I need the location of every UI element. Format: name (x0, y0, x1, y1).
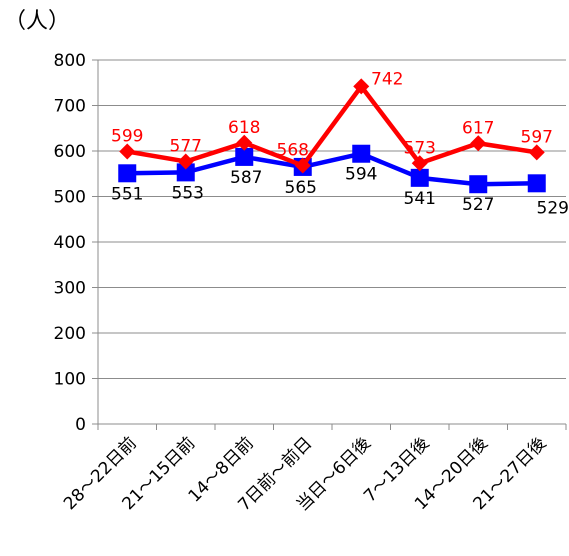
data-label: 587 (230, 168, 262, 188)
data-label: 529 (537, 198, 569, 218)
y-tick-label: 0 (75, 415, 86, 435)
data-label: 599 (111, 126, 143, 146)
y-axis-ticks: 0 100 200 300 400 500 600 700 800 (54, 51, 86, 435)
data-point-diamond (353, 78, 370, 95)
y-axis-unit-label: （人） (4, 9, 70, 34)
data-point-square (176, 163, 195, 182)
x-axis-ticks: 28～22日前21～15日前14～8日前7日前～前日当日～6日後7～13日後14… (60, 433, 550, 515)
data-label: 565 (285, 178, 317, 198)
y-tick-label: 600 (54, 142, 86, 162)
data-point-square (410, 168, 429, 187)
y-tick-label: 300 (54, 279, 86, 299)
data-label: 577 (170, 136, 202, 156)
axes (92, 59, 567, 430)
data-point-diamond (294, 157, 311, 174)
data-point-square (352, 144, 371, 163)
data-label: 553 (172, 183, 204, 203)
y-tick-label: 200 (54, 324, 86, 344)
y-tick-label: 700 (54, 97, 86, 117)
data-label: 551 (111, 184, 143, 204)
data-point-diamond (177, 153, 194, 170)
data-point-square (527, 174, 546, 193)
data-label: 594 (345, 165, 377, 185)
data-point-diamond (236, 134, 253, 151)
y-tick-label: 100 (54, 370, 86, 390)
y-tick-label: 400 (54, 233, 86, 253)
gridlines (98, 59, 566, 379)
data-label: 618 (228, 118, 260, 138)
data-label: 617 (462, 118, 494, 138)
data-label: 573 (404, 138, 436, 158)
data-point-diamond (528, 144, 545, 161)
data-point-square (469, 175, 488, 194)
data-label: 527 (462, 195, 494, 215)
data-label: 742 (371, 69, 403, 89)
data-point-diamond (119, 143, 136, 160)
data-label: 541 (404, 189, 436, 209)
data-label: 597 (521, 127, 553, 147)
data-point-square (118, 164, 137, 183)
data-point-diamond (411, 155, 428, 172)
y-tick-label: 800 (54, 51, 86, 71)
series-line-1 (127, 151, 537, 187)
data-point-square (235, 147, 254, 166)
y-tick-label: 500 (54, 188, 86, 208)
data-label: 568 (277, 141, 309, 161)
data-labels: 599 577 618 568 742 573 617 597 551 553 587 565 594 5… (111, 69, 569, 218)
data-point-diamond (470, 135, 487, 152)
series-group (118, 78, 546, 194)
series-line-0 (126, 84, 538, 168)
